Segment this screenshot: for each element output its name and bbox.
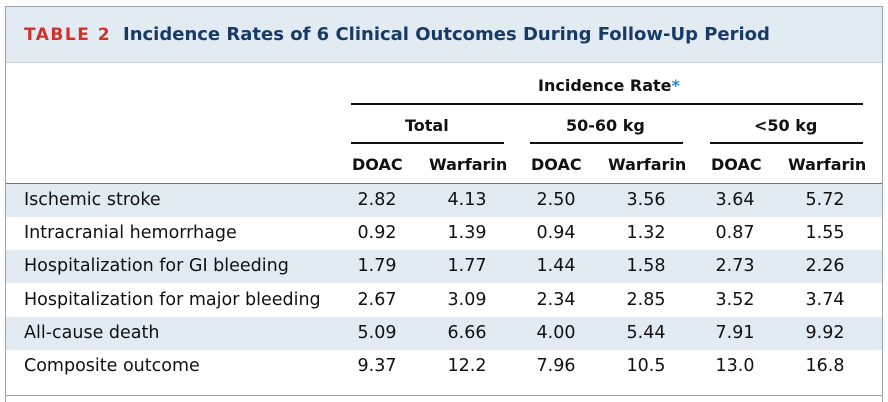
row-value: 2.34 <box>536 290 576 310</box>
group-header-total: Total <box>405 116 449 135</box>
column-header: DOAC <box>531 155 582 174</box>
row-value: 7.91 <box>715 323 755 343</box>
row-value: 16.8 <box>805 356 845 376</box>
row-value: 5.72 <box>805 190 845 210</box>
row-value: 2.73 <box>715 256 755 276</box>
row-value: 1.32 <box>626 223 666 243</box>
row-value: 5.09 <box>357 323 397 343</box>
table-label: TABLE 2 <box>24 25 112 45</box>
table-title-bar: TABLE 2 Incidence Rates of 6 Clinical Ou… <box>6 7 882 63</box>
row-value: 10.5 <box>626 356 666 376</box>
column-header: Warfarin <box>429 155 508 174</box>
table-row: Composite outcome 9.37 12.2 7.96 10.5 13… <box>6 350 882 383</box>
table-row: Hospitalization for major bleeding 2.67 … <box>6 284 882 317</box>
row-label: Intracranial hemorrhage <box>24 223 237 243</box>
row-value: 3.74 <box>805 290 845 310</box>
table-row: Ischemic stroke 2.82 4.13 2.50 3.56 3.64… <box>6 184 882 217</box>
row-value: 12.2 <box>447 356 487 376</box>
group-rule-50-60 <box>530 142 683 144</box>
header-bottom-rule <box>6 183 882 184</box>
row-label: Ischemic stroke <box>24 190 161 210</box>
row-value: 1.55 <box>805 223 845 243</box>
group-header-lt50: <50 kg <box>754 116 818 135</box>
row-value: 0.94 <box>536 223 576 243</box>
row-value: 4.13 <box>447 190 487 210</box>
group-rule-total <box>351 142 504 144</box>
row-value: 1.58 <box>626 256 666 276</box>
row-value: 1.39 <box>447 223 487 243</box>
column-header: Warfarin <box>788 155 867 174</box>
row-value: 5.44 <box>626 323 666 343</box>
row-value: 1.79 <box>357 256 397 276</box>
table-row: Intracranial hemorrhage 0.92 1.39 0.94 1… <box>6 217 882 250</box>
row-value: 0.87 <box>715 223 755 243</box>
row-value: 2.67 <box>357 290 397 310</box>
super-header-rule <box>351 103 863 105</box>
table-frame: TABLE 2 Incidence Rates of 6 Clinical Ou… <box>5 6 883 402</box>
row-value: 3.09 <box>447 290 487 310</box>
row-value: 9.92 <box>805 323 845 343</box>
row-value: 6.66 <box>447 323 487 343</box>
row-value: 13.0 <box>715 356 755 376</box>
column-header: Warfarin <box>608 155 687 174</box>
row-value: 2.50 <box>536 190 576 210</box>
column-header: DOAC <box>711 155 762 174</box>
row-label: Hospitalization for GI bleeding <box>24 256 289 276</box>
table-bottom-rule <box>6 395 882 396</box>
row-value: 7.96 <box>536 356 576 376</box>
column-header: DOAC <box>352 155 403 174</box>
table-row: All-cause death 5.09 6.66 4.00 5.44 7.91… <box>6 317 882 350</box>
row-value: 2.85 <box>626 290 666 310</box>
row-label: Hospitalization for major bleeding <box>24 290 321 310</box>
row-value: 2.82 <box>357 190 397 210</box>
row-label: All-cause death <box>24 323 160 343</box>
table-row: Hospitalization for GI bleeding 1.79 1.7… <box>6 250 882 283</box>
row-value: 9.37 <box>357 356 397 376</box>
row-value: 3.52 <box>715 290 755 310</box>
row-value: 3.56 <box>626 190 666 210</box>
row-value: 3.64 <box>715 190 755 210</box>
super-header-footnote-mark: * <box>671 76 680 95</box>
super-header-text: Incidence Rate <box>538 76 672 95</box>
table-title: Incidence Rates of 6 Clinical Outcomes D… <box>123 24 770 45</box>
super-header: Incidence Rate* <box>538 76 680 95</box>
row-value: 1.44 <box>536 256 576 276</box>
row-value: 2.26 <box>805 256 845 276</box>
row-value: 4.00 <box>536 323 576 343</box>
group-rule-lt50 <box>710 142 863 144</box>
row-value: 0.92 <box>357 223 397 243</box>
group-header-50-60: 50-60 kg <box>566 116 645 135</box>
row-value: 1.77 <box>447 256 487 276</box>
row-label: Composite outcome <box>24 356 200 376</box>
